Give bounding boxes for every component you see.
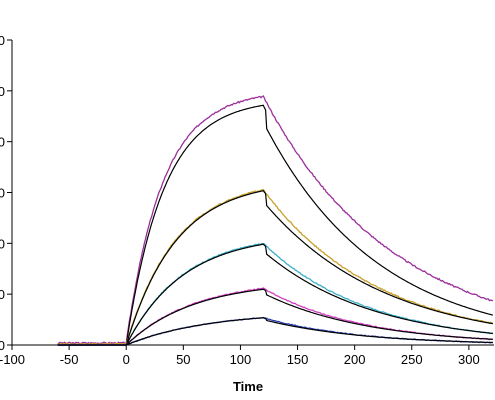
chart-curves bbox=[57, 95, 494, 347]
y-tick-label: 0 bbox=[0, 33, 5, 48]
y-tick-label: 0 bbox=[0, 287, 5, 302]
fit-series-line bbox=[57, 243, 493, 346]
x-tick-label: 250 bbox=[401, 352, 423, 367]
x-tick-label: 0 bbox=[123, 352, 130, 367]
y-tick-label: 0 bbox=[0, 338, 5, 353]
fit-series-line bbox=[57, 190, 493, 346]
fit-series-line bbox=[57, 317, 493, 346]
y-tick-label: 0 bbox=[0, 236, 5, 251]
fit-series-line bbox=[57, 104, 494, 346]
x-tick-label: 100 bbox=[230, 352, 252, 367]
x-tick-label: -50 bbox=[60, 352, 79, 367]
data-series-line bbox=[57, 316, 494, 347]
x-tick-label: -100 bbox=[0, 352, 25, 367]
x-axis-title: Time bbox=[233, 379, 263, 394]
x-tick-label: 150 bbox=[287, 352, 309, 367]
x-tick-label: 300 bbox=[458, 352, 480, 367]
fit-series-line bbox=[57, 288, 493, 346]
x-tick-label: 200 bbox=[344, 352, 366, 367]
chart-ticks: -100 -50 0 50 100 150 200 250 300 0 0 0 0 0 0 0 bbox=[0, 33, 480, 367]
y-tick-label: 0 bbox=[0, 186, 5, 201]
y-tick-label: 0 bbox=[0, 135, 5, 150]
data-series-line bbox=[57, 95, 494, 345]
x-tick-label: 50 bbox=[176, 352, 190, 367]
data-series-line bbox=[57, 287, 493, 347]
y-tick-label: 0 bbox=[0, 84, 5, 99]
